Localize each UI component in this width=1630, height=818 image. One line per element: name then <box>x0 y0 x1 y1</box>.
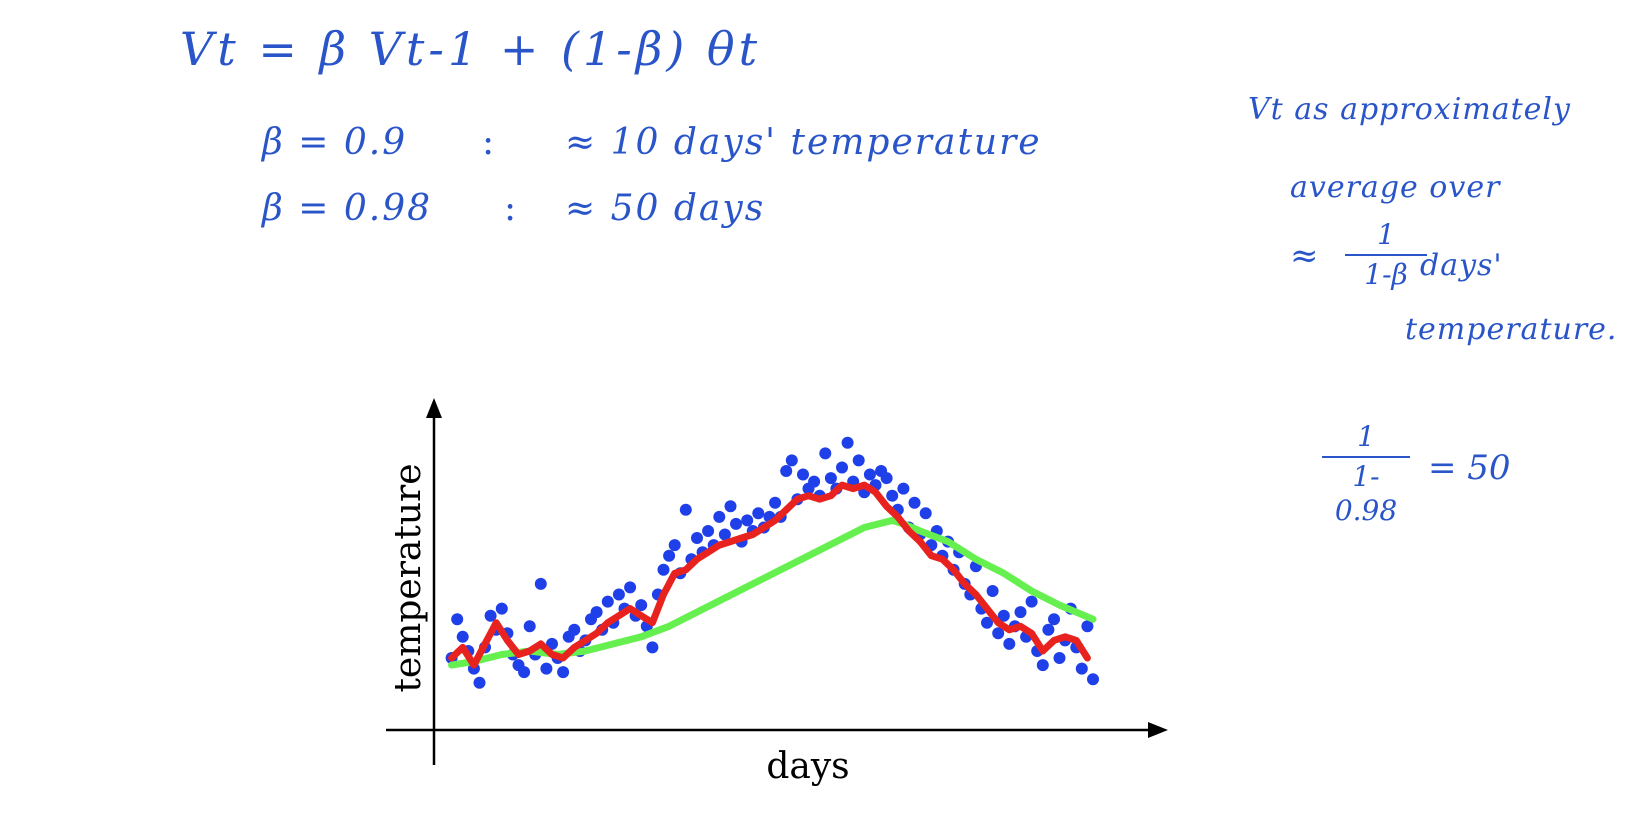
data-point <box>679 503 692 516</box>
y-axis-label: temperature <box>388 463 429 692</box>
data-point <box>880 472 893 485</box>
data-point <box>540 662 553 675</box>
data-point <box>518 666 531 679</box>
data-point <box>1053 652 1066 664</box>
data-point <box>986 585 999 597</box>
data-point <box>495 602 508 615</box>
data-point <box>897 482 910 495</box>
fraction-example-numerator: 1 <box>1357 420 1375 453</box>
data-point <box>1014 606 1027 619</box>
side-note-line2: average over <box>1290 170 1501 205</box>
data-point <box>769 496 782 509</box>
approx-symbol: ≈ <box>1290 236 1319 276</box>
data-point <box>808 475 821 488</box>
beta-09-label: β = 0.9 <box>262 122 408 163</box>
data-point <box>668 539 681 552</box>
fraction-bar <box>1345 254 1427 256</box>
data-point <box>590 606 603 619</box>
data-point <box>473 676 486 689</box>
data-point <box>1003 637 1016 650</box>
data-point <box>635 599 648 612</box>
fraction-example: 1 1-0.98 <box>1322 420 1410 528</box>
beta-098-label: β = 0.98 <box>262 188 433 229</box>
data-point <box>1075 662 1088 675</box>
chart-axes: days temperature <box>386 398 1168 787</box>
data-point <box>797 468 809 481</box>
data-point <box>1087 673 1099 686</box>
fraction-one-over-one-minus-beta: 1 1-β <box>1345 218 1427 292</box>
data-point <box>1042 623 1055 636</box>
data-point <box>534 577 547 590</box>
data-point <box>646 641 659 654</box>
data-point <box>1025 595 1038 608</box>
side-note-line1: Vt as approximately <box>1248 92 1571 127</box>
data-point <box>484 609 497 622</box>
colon-1: : <box>482 122 495 163</box>
fraction-numerator: 1 <box>1377 218 1395 251</box>
data-point <box>836 461 848 474</box>
side-note-temperature: temperature. <box>1405 312 1618 347</box>
data-point <box>451 613 464 626</box>
data-point <box>863 468 876 481</box>
data-point <box>663 549 676 562</box>
data-point <box>523 620 536 633</box>
data-point <box>691 532 703 544</box>
data-point <box>981 616 993 629</box>
data-point <box>702 525 715 537</box>
data-point <box>1048 613 1060 626</box>
side-note-days: days' <box>1420 248 1503 283</box>
data-point <box>908 496 921 509</box>
data-point <box>456 630 469 643</box>
chart-series <box>445 436 1099 689</box>
data-point <box>785 454 798 467</box>
data-point <box>601 595 614 608</box>
x-axis-label: days <box>766 746 849 787</box>
data-point <box>919 507 932 520</box>
data-point <box>657 563 670 576</box>
fraction-example-bar <box>1322 456 1410 458</box>
data-point <box>568 623 581 636</box>
line-beta-09 <box>448 481 1091 669</box>
data-point <box>824 472 837 485</box>
data-point <box>780 465 793 477</box>
data-point <box>992 627 1005 640</box>
data-point <box>624 581 637 594</box>
data-point <box>557 666 570 679</box>
data-point <box>886 489 899 502</box>
data-point <box>713 510 726 523</box>
colon-2: : <box>504 188 517 229</box>
data-point <box>1036 659 1049 672</box>
y-axis-arrow <box>426 398 442 418</box>
data-point <box>730 517 742 530</box>
data-point <box>1081 620 1094 633</box>
data-point <box>724 500 737 513</box>
data-point <box>718 528 731 541</box>
fraction-example-result: = 50 <box>1428 448 1511 488</box>
fraction-example-denominator: 1-0.98 <box>1334 460 1398 527</box>
fraction-denominator: 1-β <box>1364 258 1408 291</box>
data-point <box>852 454 865 467</box>
data-point <box>752 507 765 520</box>
x-axis-arrow <box>1148 722 1168 738</box>
data-point <box>819 447 832 460</box>
data-point <box>841 436 854 449</box>
beta-098-note: ≈ 50 days <box>565 188 766 229</box>
main-equation: Vt = β Vt-1 + (1-β) θt <box>180 22 762 76</box>
data-point <box>612 588 625 601</box>
data-point <box>997 609 1010 622</box>
data-point <box>741 514 754 527</box>
beta-09-note: ≈ 10 days' temperature <box>565 122 1042 163</box>
